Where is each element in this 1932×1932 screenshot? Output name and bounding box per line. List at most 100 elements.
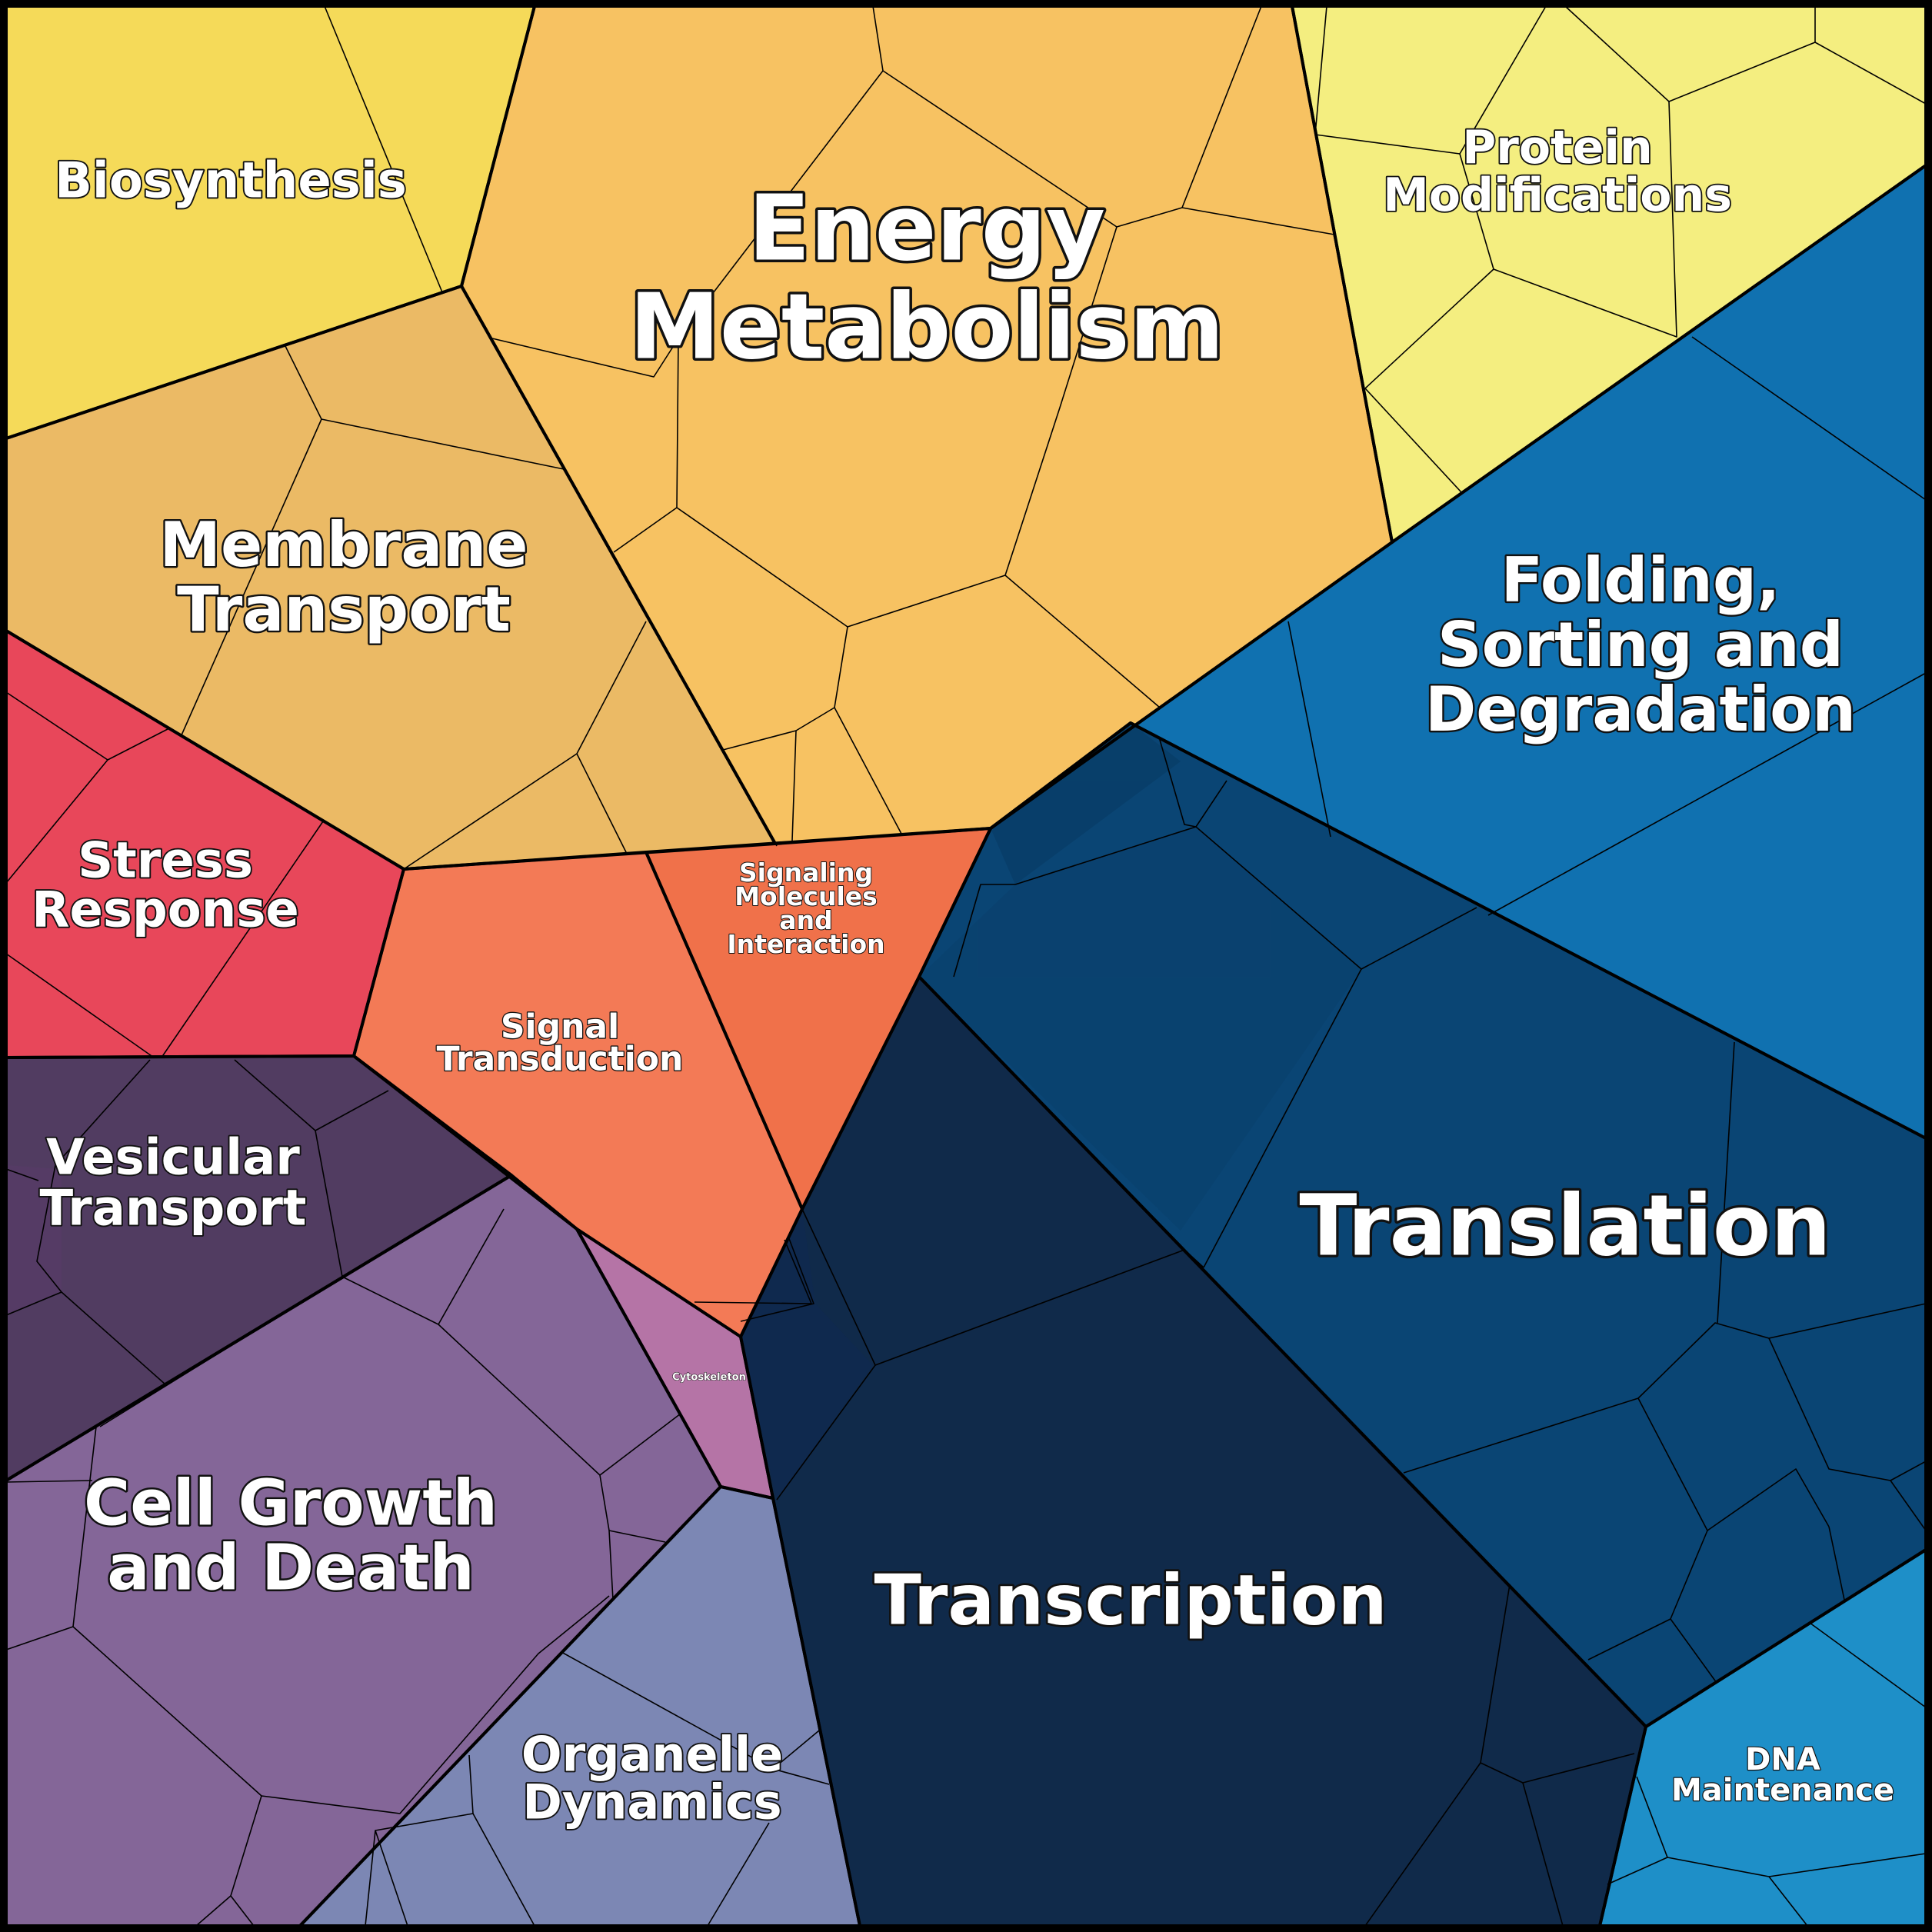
sub-cell-line [1814, 42, 1927, 105]
label-cytoskeleton: Cytoskeleton [672, 1372, 746, 1384]
sub-cell-line [1637, 1397, 1830, 1531]
region-labels: Biosynthesis Energy Metabolism Protein Modif… [30, 119, 1895, 1831]
sub-cell-line [1487, 672, 1927, 916]
sub-cell-line [1287, 621, 1331, 838]
label-cell-growth-death: Cell Growth and Death [84, 1467, 498, 1605]
sub-cell-line [1691, 336, 1927, 501]
label-line: Molecules [734, 881, 878, 911]
label-folding-sorting-degradation: Folding, Sorting and Degradation [1425, 545, 1856, 745]
sub-cell-line [1564, 5, 1816, 102]
label-line: Response [32, 881, 299, 938]
label-line: Folding, [1501, 545, 1780, 616]
sub-cell-line [561, 1651, 774, 1770]
sub-cell-line [613, 507, 678, 553]
sub-cell-line [776, 1364, 876, 1501]
label-translation: Translation [1299, 1177, 1830, 1275]
sub-cell-line [1181, 207, 1335, 235]
sub-cell-line [491, 338, 679, 378]
sub-cell-line [1480, 1584, 1635, 1784]
sub-cell-line [195, 1895, 232, 1927]
sub-cell-line [5, 1626, 74, 1651]
label-vesicular-transport: Vesicular Transport [40, 1129, 307, 1237]
sub-cell-line [5, 1480, 93, 1483]
label-line: Transport [177, 574, 511, 645]
sub-cell-line [1587, 1618, 1671, 1661]
sub-cell-line [953, 884, 1015, 978]
label-organelle-dynamics: Organelle Dynamics [521, 1727, 783, 1830]
label-line: Degradation [1425, 674, 1856, 745]
label-line: DNA [1745, 1742, 1820, 1777]
sub-cell-line [1364, 1762, 1481, 1927]
sub-cell-line [1768, 1853, 1927, 1877]
region-signaling-molecules [646, 828, 991, 1209]
label-line: Transcription [874, 1561, 1387, 1641]
label-line: and [779, 905, 832, 935]
sub-cell-line [1607, 1857, 1668, 1885]
sub-cell-line [791, 626, 848, 841]
sub-cell-line [375, 1830, 408, 1927]
sub-cell-lines [5, 5, 1927, 1927]
label-line: Metabolism [629, 273, 1224, 379]
sub-cell-line [1159, 739, 1227, 828]
label-line: and Death [107, 1532, 475, 1605]
label-line: Interaction [727, 929, 884, 959]
sub-cell-line [1636, 1776, 1808, 1927]
label-line: Translation [1299, 1177, 1830, 1275]
label-line: Energy [748, 175, 1105, 281]
sub-cell-line [1828, 1526, 1845, 1601]
sub-cell-line [1890, 1480, 1927, 1531]
sub-cell-line [707, 1822, 770, 1927]
region-dna-maintenance [1600, 1550, 1926, 1926]
label-line: Vesicular [46, 1129, 300, 1186]
region-biosynthesis [6, 6, 535, 438]
label-line: Biosynthesis [55, 152, 407, 209]
label-line: Organelle [521, 1727, 783, 1783]
label-line: Transduction [437, 1039, 684, 1078]
label-transcription: Transcription [874, 1561, 1387, 1641]
region-protein-modifications [1292, 6, 1926, 542]
sub-cell-line [161, 821, 324, 1058]
sub-cell-line [5, 759, 108, 884]
label-energy-metabolism: Energy Metabolism [629, 175, 1224, 379]
sub-cell-line [608, 1530, 666, 1543]
label-protein-modifications: Protein Modifications [1383, 121, 1732, 222]
sub-cell-line [1768, 1337, 1927, 1481]
label-stress-response: Stress Response [32, 832, 299, 938]
region-folding-sorting-degradation [991, 165, 1926, 1138]
region-signal-transduction [354, 852, 802, 1337]
label-biosynthesis: Biosynthesis [55, 152, 407, 209]
label-line: Sorting and [1437, 609, 1844, 681]
region-cell-growth-death [6, 1175, 721, 1926]
label-line: Modifications [1383, 168, 1732, 222]
label-line: Transport [40, 1180, 307, 1237]
region-membrane-transport [6, 286, 775, 869]
sub-cell-line [180, 418, 322, 738]
region-vesicular-transport [6, 1056, 511, 1481]
sub-cell-line [438, 1208, 505, 1325]
sub-cell-line [1004, 575, 1161, 708]
sub-cell-line [1522, 1782, 1564, 1927]
sub-cell-line [1809, 1622, 1927, 1708]
label-line: Cell Growth [84, 1467, 498, 1541]
label-dna-maintenance: DNA Maintenance [1671, 1742, 1894, 1808]
label-line: Stress [78, 832, 253, 889]
sub-cell-line [5, 1291, 62, 1316]
sub-cell-line [834, 707, 902, 834]
sub-cell-line [324, 5, 443, 293]
region-organelle-dynamics [300, 1487, 860, 1926]
sub-cell-line [5, 953, 155, 1058]
sub-cell-line [472, 1813, 535, 1927]
region-stress-response [6, 631, 404, 1058]
label-line: Membrane [159, 509, 528, 581]
sub-cell-line [1403, 1303, 1927, 1474]
region-fills [6, 6, 1926, 1926]
label-line: Cytoskeleton [672, 1372, 746, 1384]
region-borders [5, 5, 1927, 1927]
sub-cell-shade [919, 827, 1361, 1231]
sub-cell-line [365, 1754, 474, 1927]
sub-cell-line [315, 1090, 389, 1131]
sub-cell-line [36, 1059, 166, 1385]
sub-cell-line [1203, 968, 1362, 1268]
label-signaling-molecules: Signaling Molecules and Interaction [727, 858, 884, 959]
